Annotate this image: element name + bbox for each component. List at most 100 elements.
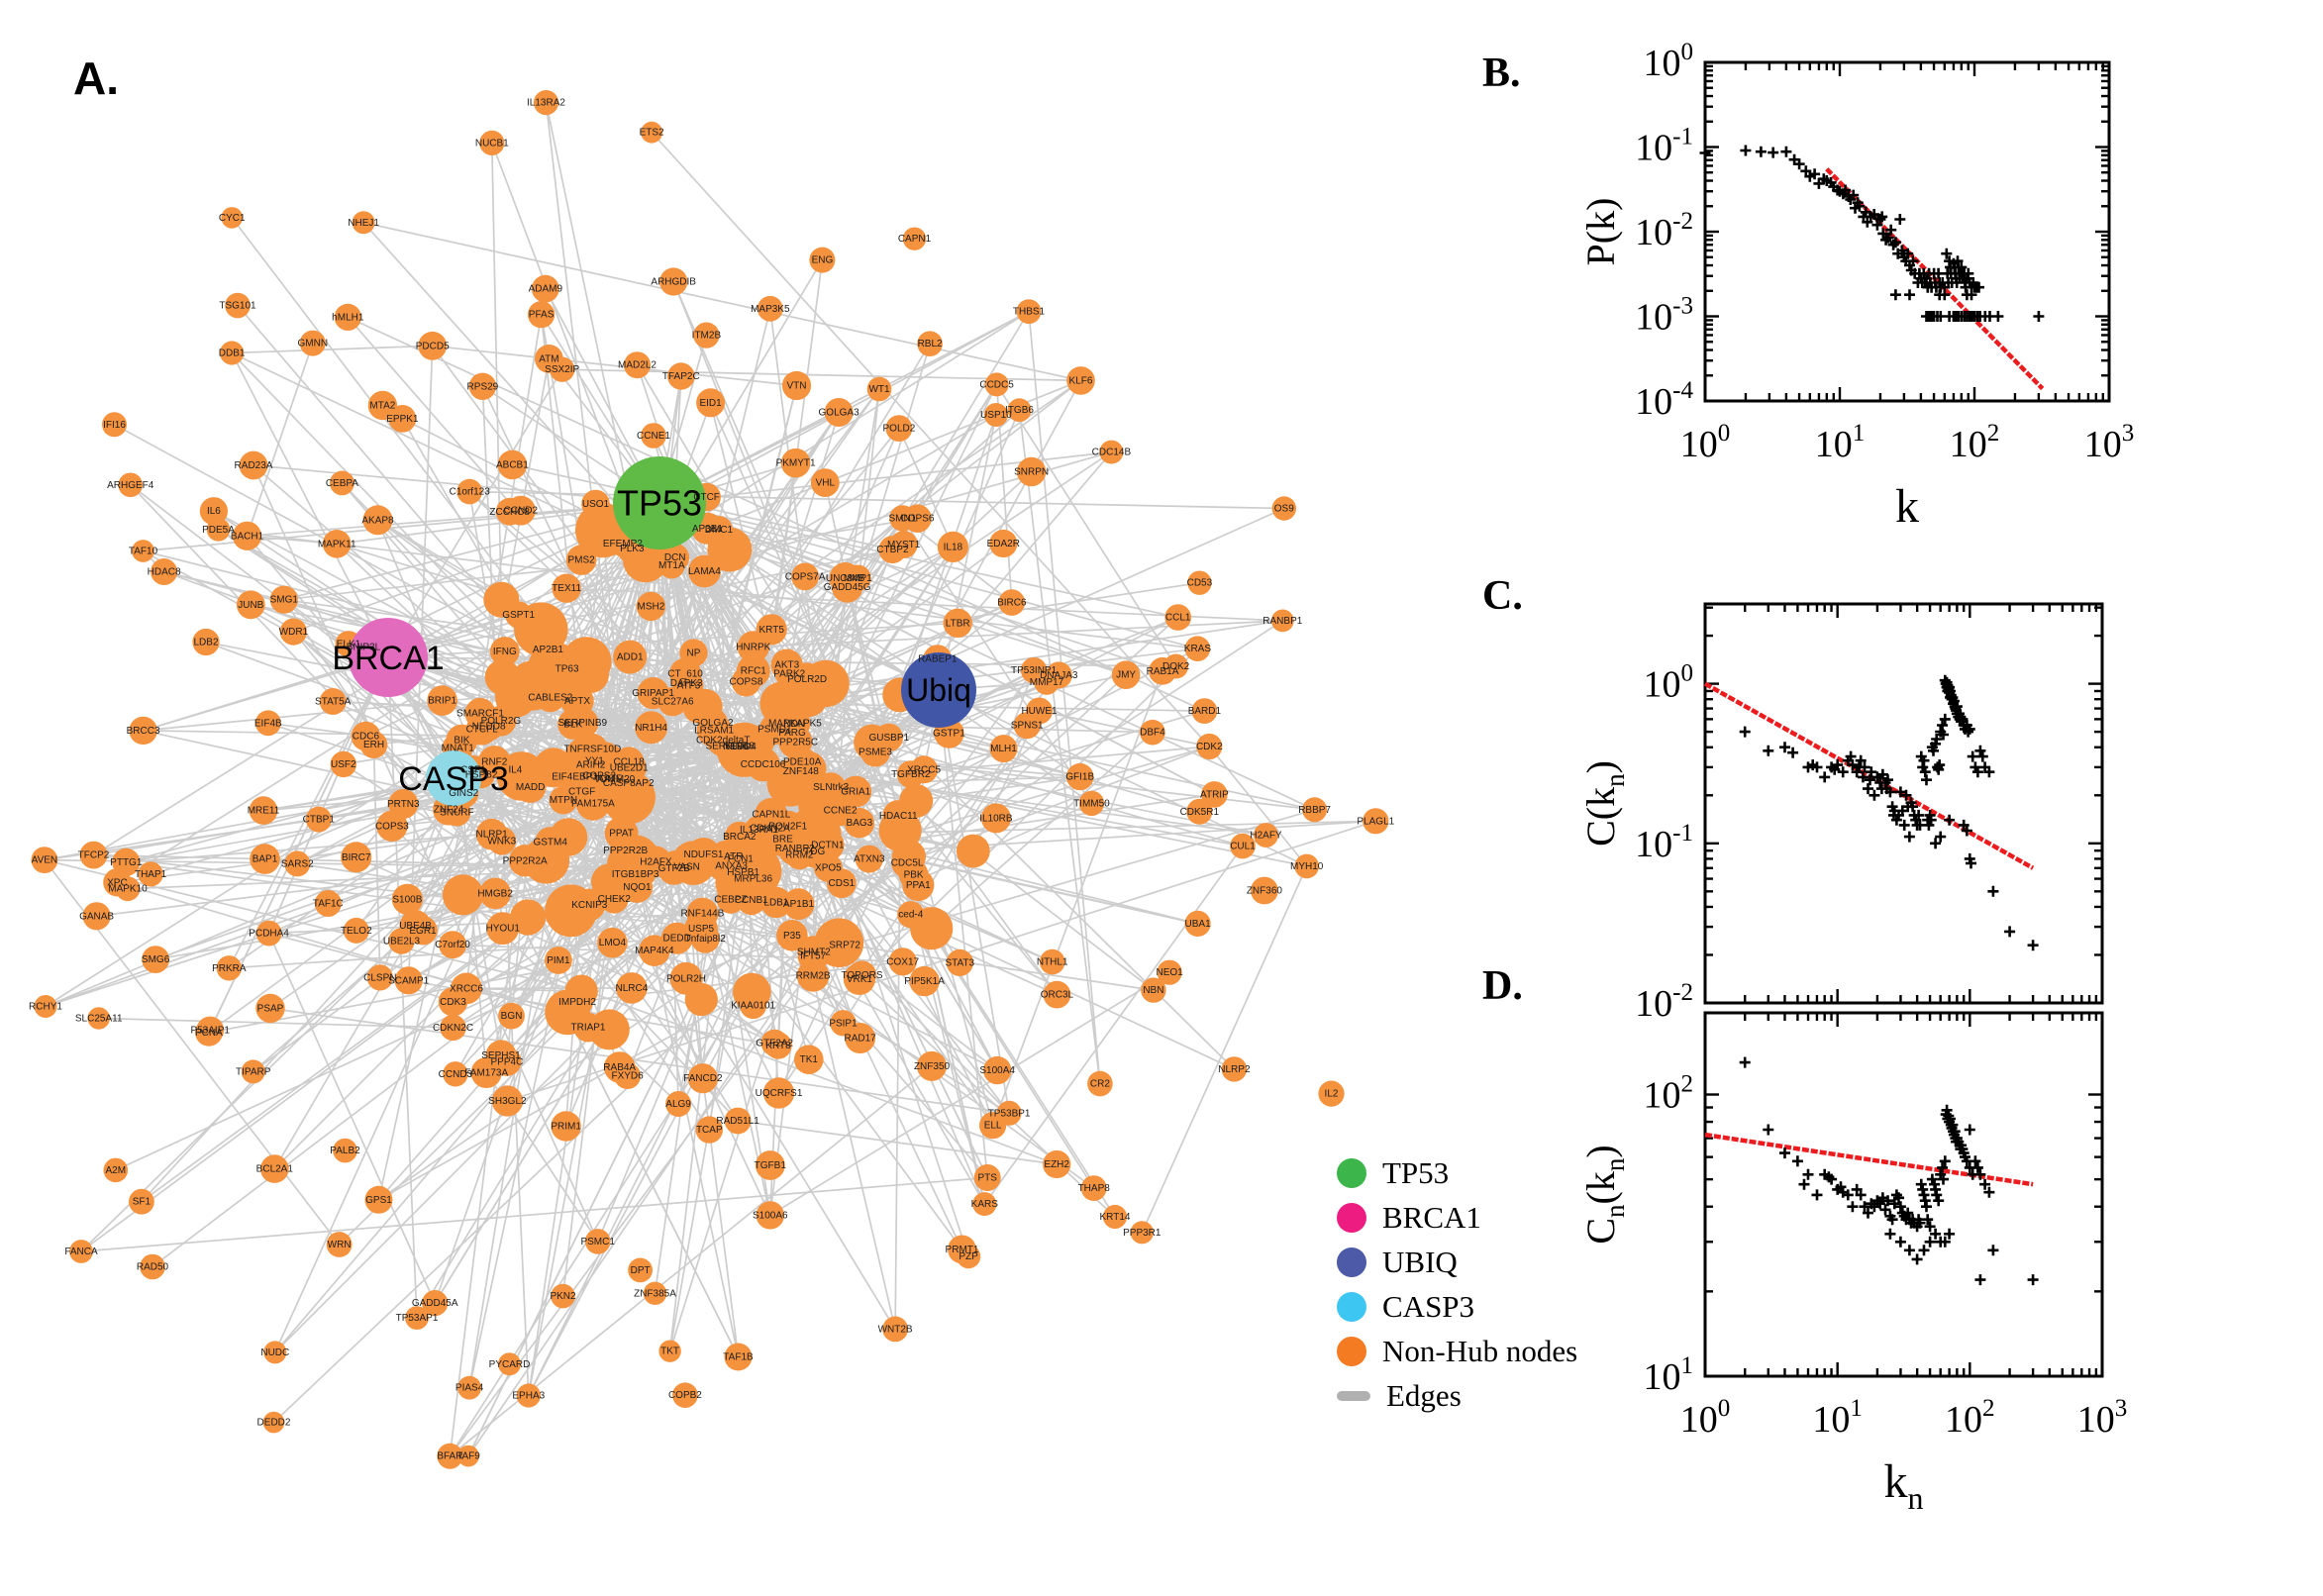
node-label: TRIAP1 (570, 1023, 605, 1034)
network-node (79, 841, 108, 869)
network-node (151, 558, 178, 585)
network-node (479, 877, 511, 910)
network-node (1066, 366, 1095, 395)
node-label: MNAT1 (442, 743, 475, 753)
node-label: LTBR (946, 618, 970, 629)
legend-row-edges: Edges (1337, 1373, 1577, 1418)
node-label: GINS2 (449, 788, 478, 799)
legend-label: TP53 (1382, 1154, 1450, 1190)
node-label: P53AIP1 (190, 1026, 230, 1037)
network-node (1254, 823, 1278, 848)
node-label: ZNF350 (914, 1061, 951, 1072)
network-node (724, 1107, 752, 1135)
node-label: RPS29 (467, 381, 499, 392)
node-label: EIF4EBP1 (552, 772, 598, 783)
network-node (760, 1029, 788, 1056)
network-node (427, 685, 457, 716)
tick-label: 100 (1643, 39, 1693, 84)
network-node (614, 1062, 641, 1089)
node-label: THAP1 (135, 869, 167, 880)
node-label: PMS2 (567, 555, 595, 566)
tick-label: 100 (1680, 1395, 1731, 1441)
node-label: ENG (812, 255, 834, 266)
network-node (359, 731, 388, 758)
network-node (299, 330, 326, 356)
network-legend: TP53 BRCA1 UBIQ CASP3 Non-Hub nodes Edge… (1337, 1150, 1577, 1418)
network-node (192, 628, 220, 656)
plot-frame (1703, 602, 2104, 1005)
node-label: FXYD6 (611, 1071, 644, 1082)
node-label: DDB1 (219, 349, 246, 359)
node-label: MAP3K5 (751, 304, 790, 315)
node-label: FAM175A (571, 799, 615, 810)
node-label: IFNG (493, 647, 517, 657)
network-node (485, 1040, 517, 1071)
node-label: DNAJA3 (1040, 670, 1078, 681)
node-label: THBS1 (1013, 307, 1046, 318)
node-label: UNC84B (826, 573, 865, 584)
node-label: MTA2 (369, 401, 395, 412)
network-node (496, 751, 547, 801)
network-node (34, 995, 57, 1018)
network-node (112, 848, 141, 877)
node-label: STAT3 (945, 957, 974, 968)
node-label: ATR (724, 851, 743, 862)
network-node (1184, 910, 1211, 938)
tick-label: 101 (1643, 1352, 1693, 1398)
network-node (140, 1253, 165, 1280)
node-label: PBK (904, 869, 924, 880)
node-label: TFCP2 (78, 850, 110, 861)
node-label: WT1 (868, 384, 890, 395)
node-label: IL13RA2 (527, 98, 565, 109)
network-node (776, 920, 808, 951)
network-node (489, 637, 520, 666)
node-label: BAG3 (847, 818, 873, 829)
y-axis-title: C(kn) (1578, 760, 1630, 847)
network-node (527, 642, 581, 695)
node-label: TP53BP1 (988, 1108, 1031, 1119)
node-label: GUSBP1 (869, 733, 910, 744)
network-node (1087, 1070, 1113, 1097)
network-node (422, 1290, 449, 1317)
node-label: EPPK1 (386, 414, 419, 425)
network-node (910, 907, 954, 950)
node-label: DEDD (663, 934, 691, 945)
network-node (102, 412, 127, 438)
node-label: TGFB1 (755, 1160, 787, 1171)
node-label: CASP8AP2 (603, 778, 655, 789)
network-node (635, 711, 668, 745)
node-label: VASN (673, 861, 700, 872)
network-node (667, 362, 695, 390)
node-label: MMP1 (844, 573, 872, 584)
network-node (456, 478, 483, 505)
edge-swatch-icon (1337, 1390, 1370, 1401)
node-label: VTN (787, 381, 807, 392)
network-node (584, 518, 620, 552)
node-label: SH3GL2 (488, 1096, 527, 1107)
node-label: ced-4 (898, 910, 923, 921)
network-node (777, 718, 807, 748)
node-label: CDKN2A (750, 823, 790, 834)
network-node (885, 415, 913, 442)
legend-row-nonhub: Non-Hub nodes (1337, 1329, 1577, 1373)
network-node (314, 890, 342, 917)
network-node (330, 470, 354, 496)
node-label: JMY (1116, 670, 1136, 681)
network-node (693, 322, 720, 349)
node-label: HMGB2 (477, 888, 513, 899)
node-label: GOLGA3 (819, 408, 860, 419)
node-label: BGN (501, 1011, 523, 1022)
node-label: GSPT1 (502, 610, 535, 621)
node-label: AP1B1 (783, 899, 815, 910)
network-node (755, 1150, 785, 1180)
network-node (762, 1077, 795, 1109)
node-label: GSTP1 (933, 729, 965, 740)
tick-label: 101 (1815, 420, 1866, 465)
network-node (367, 390, 398, 421)
node-label: IFI16 (103, 420, 126, 431)
network-node (545, 884, 597, 938)
network-node (249, 796, 278, 825)
node-label: IL13RA1 (740, 825, 778, 836)
tick-label: 10-1 (1635, 820, 1693, 865)
network-node (255, 993, 285, 1024)
